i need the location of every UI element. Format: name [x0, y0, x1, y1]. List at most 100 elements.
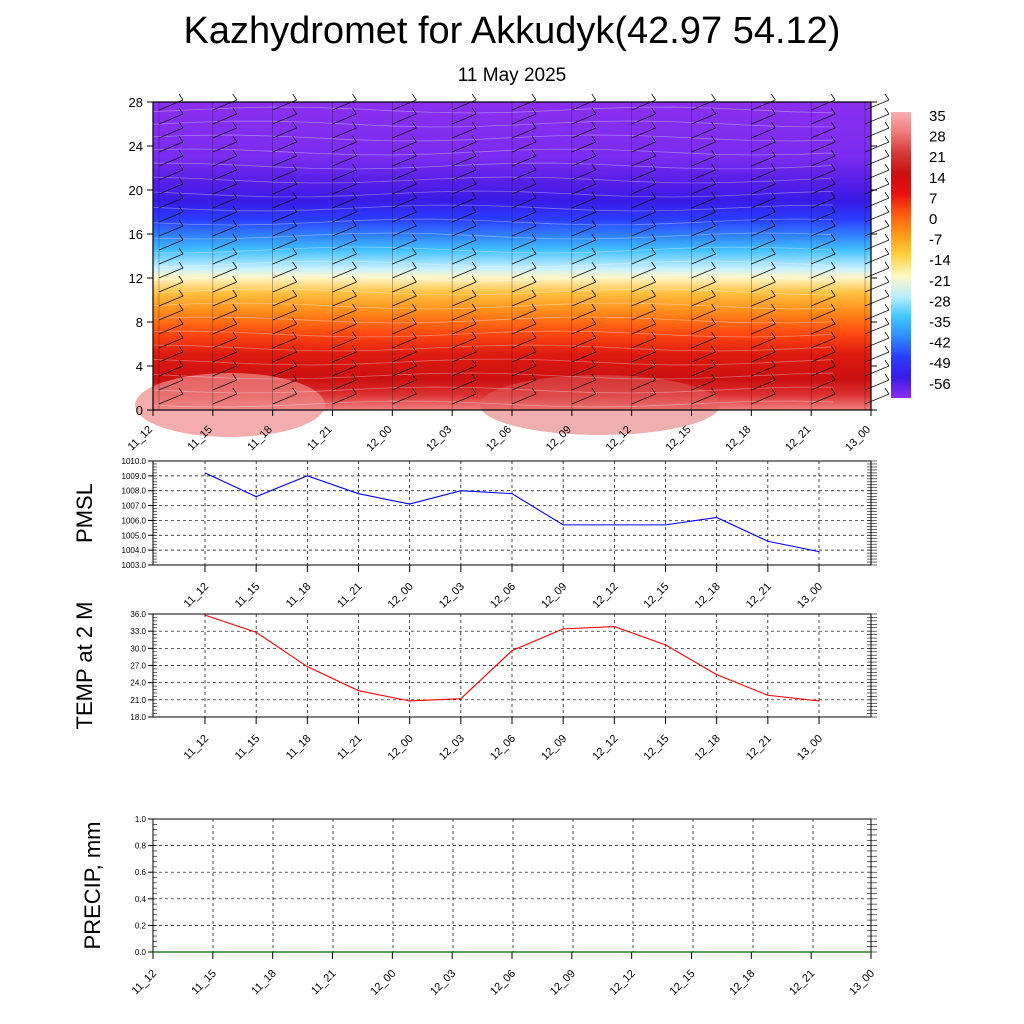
wind-barb-flag	[651, 205, 656, 213]
x-tick-label: 11_18	[284, 733, 314, 763]
wind-barb	[332, 155, 357, 167]
wind-barb-flag	[771, 359, 776, 367]
x-tick-label: 12_00	[368, 968, 398, 998]
wind-barb	[272, 323, 297, 335]
wind-barb	[691, 351, 716, 363]
wind-barb-flag	[352, 247, 357, 255]
wind-barb-flag	[884, 373, 890, 381]
wind-barb	[811, 155, 836, 167]
wind-barb	[864, 211, 890, 223]
wind-barb	[332, 183, 357, 195]
wind-barb	[864, 351, 890, 363]
x-tick-label: 11_21	[335, 581, 365, 611]
x-tick-label: 12_12	[590, 733, 620, 763]
wind-barb	[511, 351, 537, 363]
wind-barb	[691, 323, 716, 335]
wind-barb	[272, 113, 297, 125]
wind-barb-flag	[531, 247, 537, 255]
isotherm-contour	[152, 218, 834, 226]
wind-barb-flag	[830, 149, 836, 157]
wind-barb	[392, 127, 417, 139]
wind-barb	[511, 309, 537, 321]
wind-barb-flag	[651, 331, 656, 339]
wind-barb	[864, 197, 890, 209]
wind-barb-flag	[830, 219, 836, 227]
wind-barb	[272, 309, 297, 321]
wind-barb-flag	[771, 149, 776, 157]
wind-barb-flag	[232, 275, 238, 283]
y-tick-label: 1007.0	[122, 502, 147, 511]
wind-barb-flag	[531, 177, 537, 185]
wind-barb	[511, 169, 537, 181]
wind-barb-flag	[232, 149, 238, 157]
y-tick-label: 1008.0	[122, 487, 147, 496]
wind-barb	[864, 253, 890, 265]
colorbar-label: -7	[929, 232, 942, 249]
wind-barb	[452, 253, 477, 265]
wind-barb	[272, 337, 297, 349]
wind-barb-flag	[830, 93, 836, 101]
y-tick-label: 0.6	[135, 868, 147, 877]
wind-barb	[691, 267, 716, 279]
wind-barb-flag	[830, 275, 836, 283]
wind-barb	[751, 323, 776, 335]
wind-barb	[511, 253, 537, 265]
wind-barb	[158, 225, 184, 237]
colorbar-label: -14	[929, 252, 951, 269]
isotherm-contour	[152, 120, 834, 128]
x-tick-label: 12_15	[642, 733, 672, 763]
wind-barb	[751, 337, 776, 349]
wind-barb	[571, 267, 596, 279]
wind-barb	[452, 337, 477, 349]
wind-barb	[272, 197, 297, 209]
wind-barb-flag	[292, 191, 297, 199]
wind-barb-flag	[711, 345, 716, 353]
wind-barb-flag	[591, 275, 597, 283]
wind-barb	[158, 337, 184, 349]
wind-barb	[571, 281, 596, 293]
wind-barb	[272, 281, 297, 293]
wind-barb-flag	[771, 163, 776, 171]
wind-barb-flag	[178, 233, 184, 241]
wind-barb-flag	[711, 373, 716, 381]
wind-barb	[691, 127, 716, 139]
wind-barb	[511, 197, 537, 209]
wind-barb-flag	[292, 261, 297, 269]
wind-barb	[631, 309, 656, 321]
x-tick-label: 12_03	[424, 424, 454, 454]
wind-barb	[751, 365, 776, 377]
temp-2m-panel: 18.0 21.0 24.0 27.0 30.0 33.0 36.0 11_12 11_15 11…	[72, 602, 877, 763]
wind-barb-flag	[178, 373, 184, 381]
y-tick-label: 33.0	[130, 627, 146, 636]
wind-barb-flag	[531, 317, 537, 325]
wind-barb-flag	[352, 107, 357, 115]
wind-barb	[511, 295, 537, 307]
isotherm-contour	[152, 190, 834, 198]
wind-barb	[212, 225, 237, 237]
wind-barb-flag	[412, 345, 417, 353]
y-tick-label: 1006.0	[122, 516, 147, 525]
wind-barb-flag	[232, 359, 238, 367]
wind-barb	[212, 127, 237, 139]
wind-barb	[158, 113, 184, 125]
y-tick-label: 18.0	[130, 713, 146, 722]
wind-barb-flag	[531, 331, 537, 339]
wind-barb-flag	[292, 345, 297, 353]
wind-barb-flag	[591, 233, 597, 241]
wind-barb-flag	[771, 303, 776, 311]
wind-barb-flag	[232, 177, 238, 185]
wind-barb	[392, 183, 417, 195]
isotherm-contour	[152, 176, 834, 184]
wind-barb	[751, 169, 776, 181]
wind-barb	[212, 183, 237, 195]
wind-barb-flag	[830, 261, 836, 269]
wind-barb-flag	[771, 107, 776, 115]
wind-barb	[332, 393, 357, 405]
wind-barb-flag	[471, 289, 477, 297]
x-tick-label: 11_21	[335, 733, 365, 763]
x-tick-label: 13_00	[843, 424, 873, 454]
wind-barb-flag	[591, 93, 597, 101]
wind-barb-flag	[352, 163, 357, 171]
wind-barb	[864, 169, 890, 181]
